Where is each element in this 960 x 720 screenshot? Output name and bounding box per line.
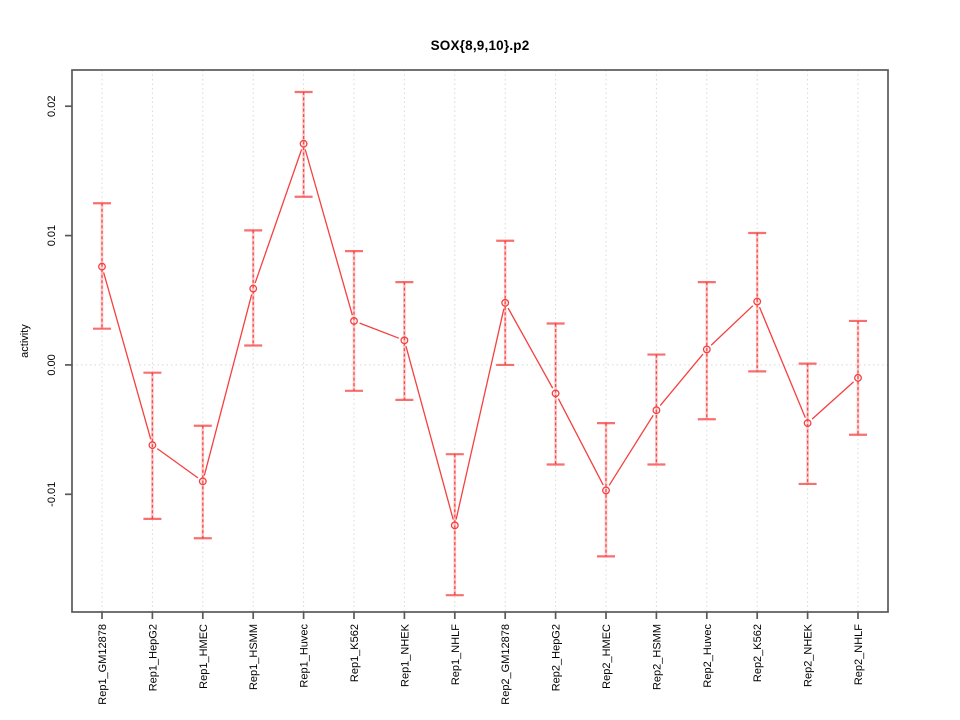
data-point <box>249 284 258 293</box>
data-point <box>803 419 812 428</box>
x-tick-label: Rep2_HMEC <box>601 624 613 689</box>
x-tick-label: Rep1_HepG2 <box>147 624 159 691</box>
x-tick-label: Rep1_GM12878 <box>97 624 109 705</box>
data-point <box>753 297 762 306</box>
series-segment <box>659 353 704 407</box>
plot-border <box>71 69 889 613</box>
series-segment <box>156 448 199 479</box>
x-tick-label: Rep1_HSMM <box>248 624 260 690</box>
x-tick-label: Rep2_Huvec <box>702 624 714 688</box>
series-segment <box>758 306 806 418</box>
data-point <box>350 316 358 325</box>
data-point <box>198 477 207 486</box>
y-tick-label: -0.01 <box>46 482 58 507</box>
x-tick-label: Rep2_NHLF <box>853 624 865 685</box>
x-tick-label: Rep1_Huvec <box>299 624 311 688</box>
series-segment <box>254 149 303 284</box>
data-point <box>702 345 711 354</box>
data-point <box>854 373 862 382</box>
y-tick-label: 0.01 <box>46 225 58 246</box>
series-segment <box>359 322 400 339</box>
series-segment <box>203 294 253 476</box>
data-point <box>551 389 560 398</box>
x-tick-label: Rep2_HepG2 <box>551 624 563 691</box>
x-tick-label: Rep1_NHEK <box>399 623 411 687</box>
series-segment <box>608 414 654 486</box>
y-tick-label: 0.02 <box>46 96 58 117</box>
x-tick-label: Rep2_HSMM <box>651 624 663 690</box>
data-point <box>450 521 459 530</box>
y-tick-label: 0.00 <box>46 354 58 375</box>
series-segment <box>710 305 754 346</box>
series-segment <box>455 308 505 520</box>
series-segment <box>557 398 604 486</box>
data-point <box>501 298 510 307</box>
series-segment <box>405 345 454 520</box>
data-point <box>98 262 106 271</box>
x-tick-label: Rep2_GM12878 <box>500 624 512 705</box>
series-segment <box>507 307 554 389</box>
data-point <box>400 336 409 345</box>
series-segment <box>103 272 152 440</box>
x-tick-label: Rep2_NHEK <box>803 623 815 687</box>
x-tick-label: Rep2_K562 <box>752 624 764 682</box>
data-point <box>652 406 661 415</box>
x-tick-label: Rep1_K562 <box>349 624 361 682</box>
chart-title: SOX{8,9,10}.p2 <box>430 38 530 53</box>
series-segment <box>304 149 353 316</box>
data-point <box>299 139 308 148</box>
series-segment <box>811 381 854 420</box>
x-tick-label: Rep1_NHLF <box>450 624 462 685</box>
data-point <box>148 441 157 450</box>
x-tick-label: Rep1_HMEC <box>198 624 210 689</box>
data-point <box>602 486 610 495</box>
